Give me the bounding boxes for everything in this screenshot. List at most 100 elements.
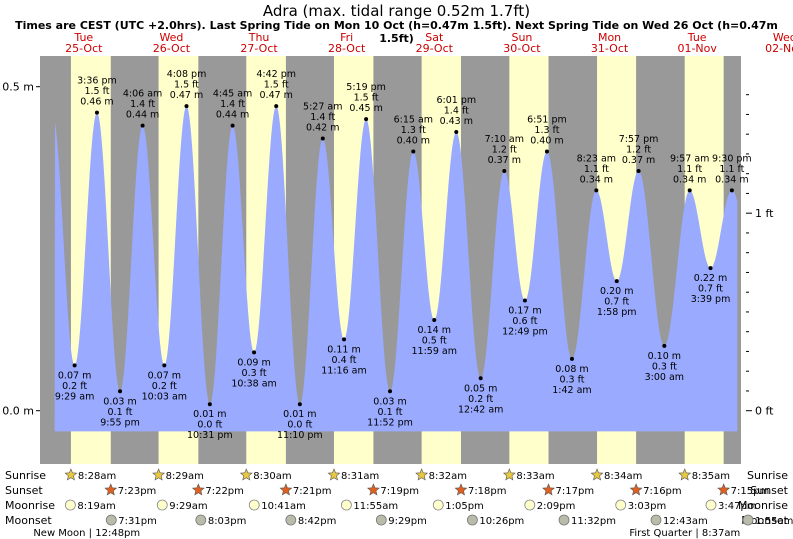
sunrise-icon: [415, 468, 429, 481]
tide-label: 6:01 pm: [436, 95, 476, 106]
tide-label: 0.45 m: [349, 103, 382, 114]
sunset-time: 7:23pm: [118, 486, 157, 497]
tide-point: [388, 389, 393, 394]
tide-curve: [54, 106, 738, 432]
tide-point: [708, 266, 713, 271]
tide-label: 0.34 m: [673, 174, 706, 185]
day-date: 26-Oct: [153, 42, 191, 55]
y-tick-label: 0.0 m: [2, 405, 34, 418]
tide-point: [320, 136, 325, 141]
tide-label: 1.2 ft: [492, 144, 517, 155]
tide-point: [569, 356, 574, 361]
tide-label: 0.17 m: [508, 306, 541, 317]
tide-label: 0.07 m: [58, 370, 91, 381]
moonset-time: 12:43am: [663, 516, 708, 527]
tide-point: [118, 389, 123, 394]
tide-point: [636, 168, 641, 173]
moon-phase-label: New Moon | 12:48pm: [33, 528, 140, 539]
day-name: Wed: [159, 31, 183, 44]
sunrise-icon: [327, 468, 341, 481]
sunset-time: 7:15pm: [731, 486, 770, 497]
sunset-icon: [629, 483, 643, 496]
moon-phase-label: First Quarter | 8:37am: [629, 528, 740, 539]
day-name: Mon: [598, 31, 621, 44]
sunset-time: 7:17pm: [556, 486, 595, 497]
tide-label: 1.3 ft: [534, 125, 559, 136]
day-date: 01-Nov: [677, 42, 717, 55]
moonrise-time: 9:29am: [169, 501, 207, 512]
day-name: Wed: [773, 31, 793, 44]
sunset-icon: [104, 483, 118, 496]
sunset-icon: [366, 483, 380, 496]
moonrise-icon: [615, 499, 627, 511]
tide-label: 0.46 m: [80, 97, 113, 108]
moonrise-icon: [432, 499, 444, 511]
sunrise-time: 8:33am: [516, 471, 554, 482]
y2-tick-label: 1 ft: [755, 207, 774, 220]
tide-label: 12:42 am: [458, 404, 503, 415]
tide-label: 7:10 am: [485, 134, 524, 145]
tide-label: 1.5 ft: [84, 86, 109, 97]
tide-point: [478, 376, 483, 381]
tide-label: 1.5 ft: [264, 80, 289, 91]
tide-label: 0.47 m: [260, 90, 293, 101]
tide-label: 8:23 am: [577, 153, 616, 164]
tide-point: [522, 298, 527, 303]
moonrise-time: 10:41am: [261, 501, 306, 512]
moonrise-icon: [248, 499, 260, 511]
tide-point: [252, 350, 257, 355]
moonset-time: 11:32pm: [571, 516, 616, 527]
tide-point: [342, 337, 347, 342]
sunrise-icon: [64, 468, 78, 481]
sunrise-time: 8:30am: [253, 471, 291, 482]
tide-label: 0.08 m: [555, 364, 588, 375]
tide-label: 0.40 m: [530, 136, 563, 147]
tide-point: [207, 402, 212, 407]
chart-title: Adra (max. tidal range 0.52m 1.7ft): [262, 2, 531, 20]
tide-label: 0.3 ft: [652, 361, 677, 372]
tide-label: 9:57 am: [670, 153, 709, 164]
moonset-time: 7:31pm: [118, 516, 157, 527]
moonset-icon: [742, 514, 754, 526]
y-tick-label: 0.5 m: [2, 81, 34, 94]
tide-label: 1.4 ft: [220, 99, 245, 110]
tide-label: 0.4 ft: [332, 355, 357, 366]
tide-label: 0.37 m: [488, 155, 521, 166]
moonset-icon: [375, 514, 387, 526]
tide-label: 0.44 m: [216, 110, 249, 121]
tide-label: 1.1 ft: [677, 164, 702, 175]
tide-point: [687, 188, 692, 193]
sunrise-icon: [678, 468, 692, 481]
moonset-time: 8:03pm: [208, 516, 247, 527]
tide-point: [544, 149, 549, 154]
row-label-right: Sunrise: [747, 469, 788, 482]
tide-label: 0.6 ft: [512, 316, 537, 327]
moonrise-time: 2:09pm: [537, 501, 576, 512]
tide-point: [454, 130, 459, 135]
tide-label: 0.5 ft: [422, 335, 447, 346]
tide-label: 10:03 am: [142, 391, 187, 402]
tide-label: 1.5 ft: [354, 93, 379, 104]
tide-label: 0.01 m: [193, 409, 226, 420]
tide-point: [72, 363, 77, 368]
tide-label: 1.1 ft: [584, 164, 609, 175]
tide-label: 3:36 pm: [77, 76, 117, 87]
tide-label: 0.22 m: [694, 273, 727, 284]
tide-point: [432, 317, 437, 322]
tide-label: 4:45 am: [213, 89, 252, 100]
sunrise-time: 8:29am: [166, 471, 204, 482]
moonset-icon: [650, 514, 662, 526]
tide-label: 3:39 pm: [691, 294, 731, 305]
day-date: 29-Oct: [416, 42, 454, 55]
tide-label: 0.40 m: [397, 136, 430, 147]
tide-point: [184, 104, 189, 109]
day-date: 28-Oct: [328, 42, 366, 55]
day-name: Tue: [73, 31, 93, 44]
sunset-icon: [279, 483, 293, 496]
day-name: Sat: [425, 31, 444, 44]
sunset-time: 7:19pm: [380, 486, 419, 497]
tide-point: [297, 402, 302, 407]
sunset-icon: [542, 483, 555, 496]
tide-label: 0.37 m: [622, 155, 655, 166]
row-label-right: Moonset: [741, 514, 788, 527]
